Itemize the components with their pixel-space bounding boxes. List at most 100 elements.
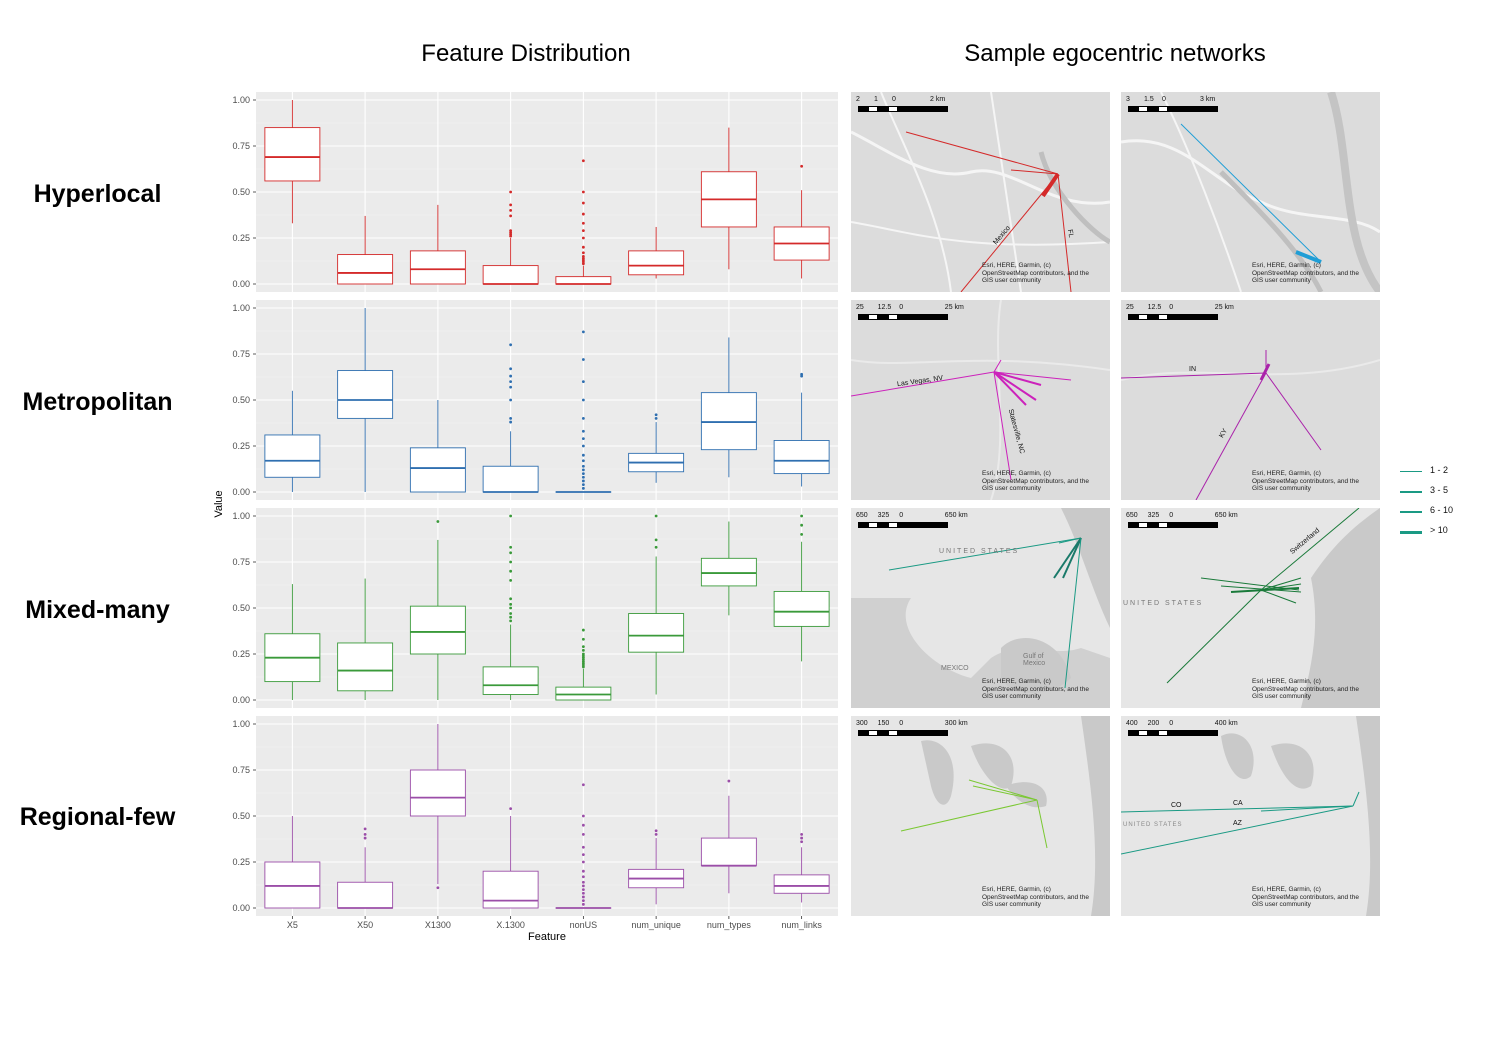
map-2-link [993,371,1037,401]
outlier-point [509,619,513,623]
y-tick-label: 0.75 [232,349,250,359]
outlier-point [581,891,585,895]
outlier-point [509,615,513,619]
outlier-point [581,221,585,225]
map-5-link [1260,589,1297,604]
outlier-point [509,398,513,402]
outlier-point [509,209,513,212]
box-num_links [773,590,830,627]
outlier-point [581,464,585,468]
map-0-link [1057,173,1072,292]
map-1-scale-label: 3 km [1200,96,1216,103]
outlier-point [581,444,585,448]
x-tick-label-x1300: X1300 [425,920,451,930]
outlier-point [581,652,585,656]
outlier-point [509,229,513,233]
map-1-scale-label: 3 [1126,96,1130,103]
map-0-link [960,173,1059,292]
map-5-link [1230,587,1300,593]
map-3-canvas [1121,350,1380,500]
map-panel-mixed-many-2: Switzerland UNITED STATES 650 325 0 650 km E… [1121,508,1380,708]
outlier-point [581,486,585,490]
map-6-link [968,779,1038,801]
outlier-point [509,560,513,564]
outlier-point [581,899,585,903]
map-panel-metropolitan-1: Las Vegas, NV Statesville, NC 25 12.5 0 25 … [851,300,1110,500]
outlier-point [581,884,585,888]
map-3-scale-label: 12.5 [1147,304,1162,311]
map-6-attribution: Esri, HERE, Garmin, (c) OpenStreetMap con… [982,886,1089,909]
row-label-mixed-many: Mixed-many [25,596,170,624]
map-2-attribution: Esri, HERE, Garmin, (c) OpenStreetMap con… [982,470,1089,493]
outlier-point [654,413,658,417]
y-tick-label: 0.50 [232,811,250,821]
map-panel-regional-few-1: 300 150 0 300 km Esri, HERE, Garmin, (c) Open… [851,716,1110,916]
outlier-point [581,380,585,383]
y-tick-label: 0.75 [232,557,250,567]
outlier-point [800,836,804,840]
map-5-attribution: Esri, HERE, Garmin, (c) OpenStreetMap con… [1252,678,1359,701]
map-5-link [1260,583,1302,591]
row-label-regional-few: Regional-few [19,803,176,831]
outlier-point [581,895,585,899]
outlier-point [654,514,658,518]
outlier-point [581,236,585,240]
box-x.1300 [482,666,539,695]
outlier-point [581,648,585,652]
map-panel-metropolitan-2: IN KY 25 12.5 0 25 km Esri, HERE, Garmin, (c… [1121,300,1380,500]
x-tick-label-num_links: num_links [781,920,822,930]
y-axis-title: Value [213,490,225,517]
outlier-point [581,429,585,433]
map-5-label-us: UNITED STATES [1123,600,1204,607]
outlier-point [581,869,585,873]
box-x50 [337,254,394,285]
map-0-scale-label: 2 [856,96,860,103]
map-6-link [1036,799,1048,849]
x-tick-label-num_unique: num_unique [631,920,681,930]
map-3-scale-label: 25 [1126,304,1134,311]
map-4-attribution: Esri, HERE, Garmin, (c) OpenStreetMap con… [982,678,1089,701]
outlier-point [581,479,585,483]
outlier-point [509,597,513,601]
map-panel-hyperlocal-2: 3 1.5 0 3 km Esri, HERE, Garmin, (c) OpenStre… [1121,92,1380,292]
y-tick-label: 1.00 [232,303,250,313]
legend-item-1-2: 1 - 2 [1400,465,1480,479]
map-7-canvas [1121,716,1380,916]
y-tick-label: 0.50 [232,395,250,405]
map-7-label-az: AZ [1233,820,1242,827]
map-7-label-us: UNITED STATES [1123,822,1183,828]
y-tick-label: 0.25 [232,649,250,659]
map-3-attribution: Esri, HERE, Garmin, (c) OpenStreetMap con… [1252,470,1359,493]
box-x5 [264,127,321,182]
outlier-point [436,886,440,890]
map-4-label-us: UNITED STATES [939,548,1020,555]
map-0-label-fl: FL [1065,228,1075,239]
outlier-point [581,330,585,334]
map-0-canvas [851,92,1110,292]
outlier-point [581,417,585,420]
outlier-point [581,358,585,361]
map-3-scale-label: 0 [1169,304,1174,311]
map-1-scale-label: 0 [1162,96,1166,103]
map-6-link [972,785,1038,801]
box-num_unique [628,250,685,276]
box-nonus [555,276,612,285]
box-num_types [700,557,757,587]
outlier-point [363,833,367,836]
map-6-link [900,799,1038,832]
map-0-scale-label: 2 km [930,96,946,103]
box-x5 [264,861,321,909]
y-tick-label: 0.25 [232,441,250,451]
map-1-scale-label: 1.5 [1144,96,1154,103]
map-0-scale-label: 1 [874,96,878,103]
outlier-point [581,437,585,441]
map-7-link [1352,791,1360,807]
y-tick-label: 1.00 [232,719,250,729]
map-5-scale-label: 650 [1126,512,1138,519]
outlier-point [800,840,804,844]
map-3-label-in: IN [1189,366,1196,373]
outlier-point [581,245,585,249]
map-1-link [1180,123,1322,263]
x-tick-label-nonus: nonUS [570,920,598,930]
outlier-point [509,514,513,518]
